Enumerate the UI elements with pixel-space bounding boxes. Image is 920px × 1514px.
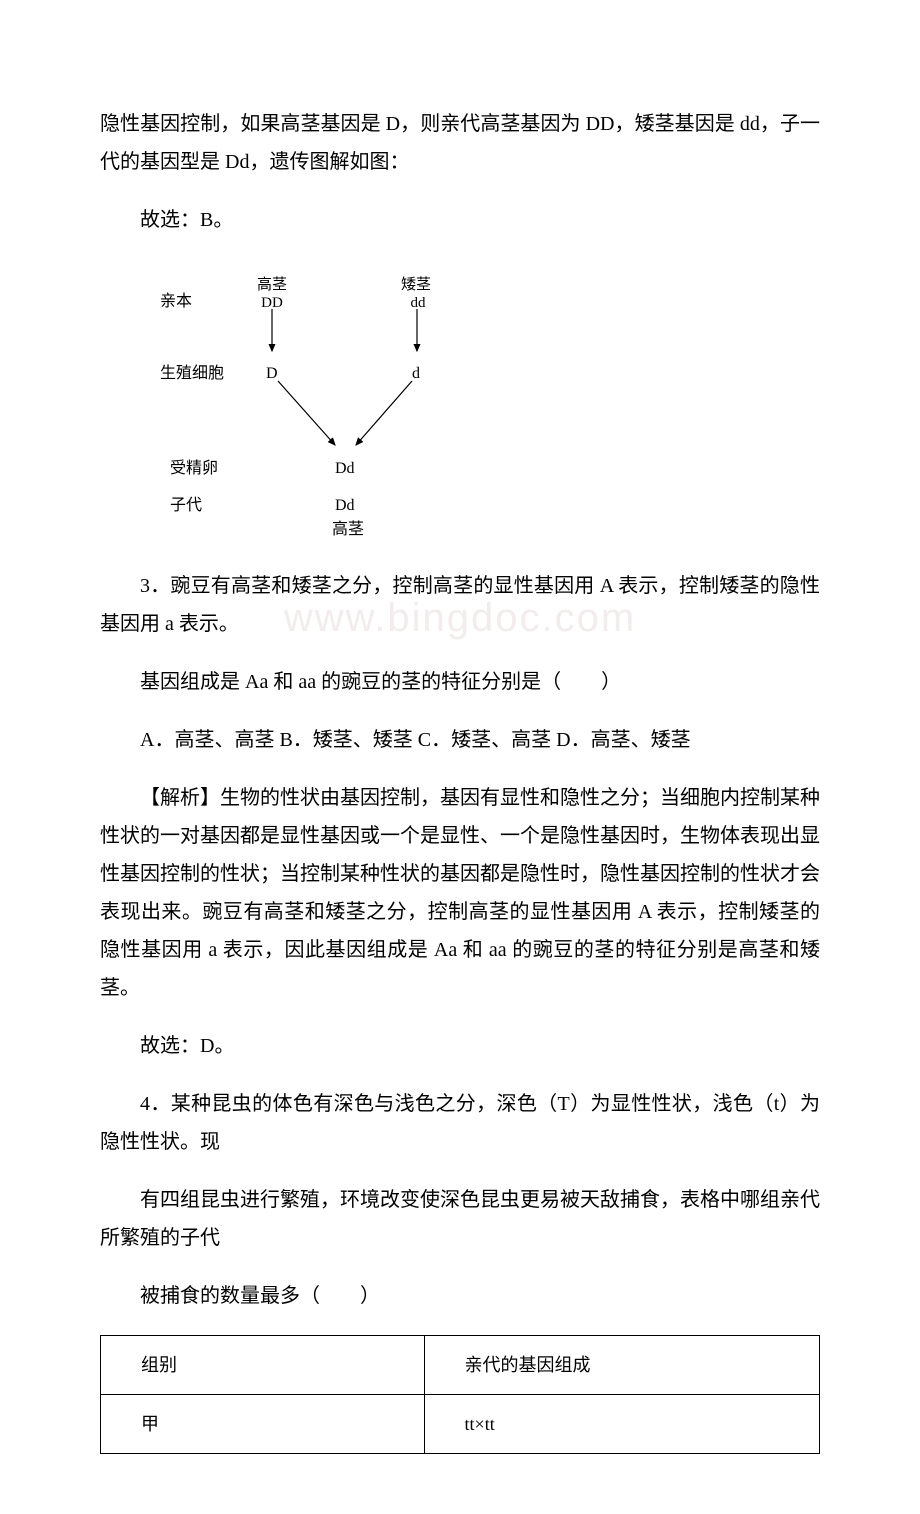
answer-b: 故选：B。 (100, 201, 820, 239)
q3-explain: 【解析】生物的性状由基因控制，基因有显性和隐性之分；当细胞内控制某种性状的一对基… (100, 779, 820, 1007)
table-header-genotype: 亲代的基因组成 (424, 1336, 819, 1395)
gamete1: D (266, 359, 278, 389)
table-row: 组别 亲代的基因组成 (101, 1336, 820, 1395)
q4-stem3: 被捕食的数量最多（ ） (100, 1277, 820, 1315)
table-cell-genotype: tt×tt (424, 1395, 819, 1454)
table-cell-group: 甲 (101, 1395, 425, 1454)
q4-stem2: 有四组昆虫进行繁殖，环境改变使深色昆虫更易被天敌捕食，表格中哪组亲代所繁殖的子代 (100, 1181, 820, 1257)
intro-paragraph: 隐性基因控制，如果高茎基因是 D，则亲代高茎基因为 DD，矮茎基因是 dd，子一… (100, 105, 820, 181)
inheritance-diagram: 亲本 高茎 DD 矮茎 dd 生殖细胞 D d 受精卵 Dd 子代 Dd 高茎 (160, 259, 520, 549)
gene-table: 组别 亲代的基因组成 甲 tt×tt (100, 1335, 820, 1454)
q4-stem1: 4．某种昆虫的体色有深色与浅色之分，深色（T）为显性性状，浅色（t）为隐性性状。… (100, 1085, 820, 1161)
table-header-group: 组别 (101, 1336, 425, 1395)
q3-stem1: 3．豌豆有高茎和矮茎之分，控制高茎的显性基因用 A 表示，控制矮茎的隐性基因用 … (100, 567, 820, 643)
row-label-gamete: 生殖细胞 (160, 359, 224, 389)
q3-options: A．高茎、高茎 B．矮茎、矮茎 C．矮茎、高茎 D．高茎、矮茎 (100, 721, 820, 759)
row-label-zygote: 受精卵 (170, 454, 218, 484)
q3-stem2: 基因组成是 Aa 和 aa 的豌豆的茎的特征分别是（ ） (100, 663, 820, 701)
q3-answer: 故选：D。 (100, 1027, 820, 1065)
offspring-pheno: 高茎 (332, 515, 364, 545)
table-row: 甲 tt×tt (101, 1395, 820, 1454)
row-label-offspring: 子代 (170, 491, 202, 521)
zygote-geno: Dd (335, 454, 355, 484)
page-content: 隐性基因控制，如果高茎基因是 D，则亲代高茎基因为 DD，矮茎基因是 dd，子一… (100, 105, 820, 1454)
gamete2: d (412, 359, 420, 389)
